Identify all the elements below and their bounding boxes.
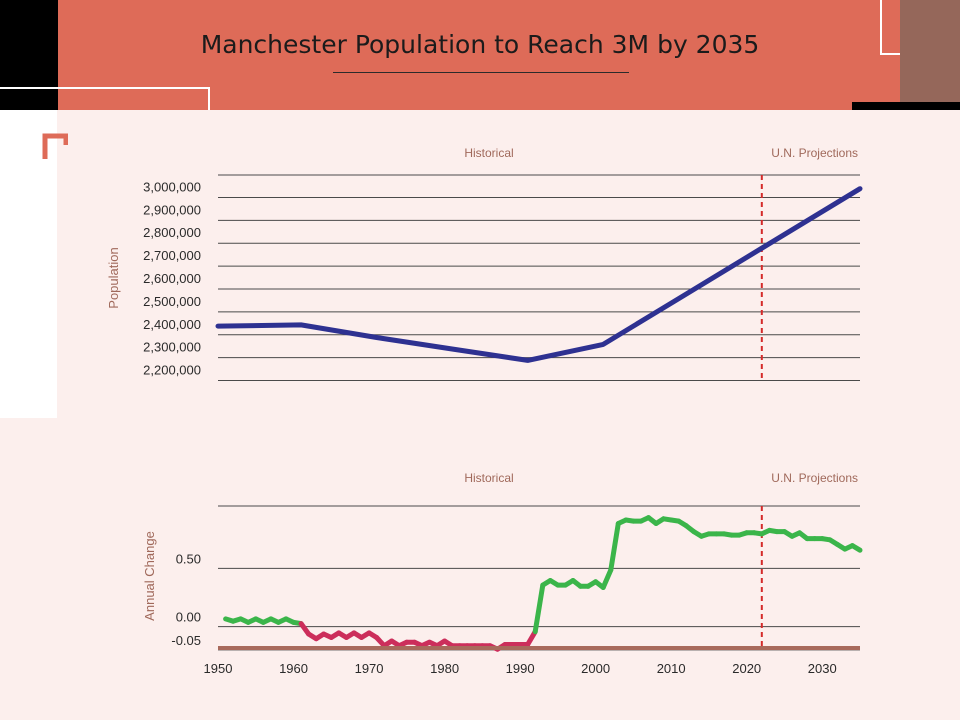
y-tick-label: 2,500,000 — [143, 294, 201, 309]
corner-bracket-icon — [42, 133, 68, 159]
y-tick-label: 2,900,000 — [143, 202, 201, 217]
growth-segment — [608, 521, 621, 573]
x-tick-label: 2010 — [657, 661, 686, 676]
annual-change-chart-panel — [57, 418, 960, 720]
x-tick-label: 1960 — [279, 661, 308, 676]
title-banner — [0, 0, 960, 110]
y-tick-label: -0.05 — [171, 633, 201, 648]
annual-change-y-ticks: 0.50 0.00 -0.05 — [171, 551, 201, 647]
growth-segment — [600, 567, 614, 590]
section-label-historical: Historical — [464, 146, 513, 160]
right-black-strip — [852, 102, 960, 110]
x-tick-label: 1980 — [430, 661, 459, 676]
y-tick-label: 2,800,000 — [143, 225, 201, 240]
section-label-projections: U.N. Projections — [771, 146, 858, 160]
x-tick-label: 2020 — [732, 661, 761, 676]
y-axis-label-population: Population — [106, 247, 121, 308]
frame-line — [880, 0, 882, 55]
frame-line — [208, 87, 210, 110]
annual-change-series — [223, 515, 863, 652]
y-tick-label: 0.00 — [176, 610, 201, 625]
population-chart-panel — [57, 110, 960, 418]
x-tick-label: 2030 — [808, 661, 837, 676]
y-tick-label: 2,400,000 — [143, 317, 201, 332]
population-y-ticks: 3,000,000 2,900,000 2,800,000 2,700,000 2,60… — [143, 179, 201, 377]
right-brown-block — [900, 0, 960, 102]
x-tick-label: 2000 — [581, 661, 610, 676]
y-tick-label: 3,000,000 — [143, 179, 201, 194]
frame-line — [880, 53, 900, 55]
y-tick-label: 2,600,000 — [143, 271, 201, 286]
x-tick-label: 1970 — [355, 661, 384, 676]
y-tick-label: 0.50 — [176, 551, 201, 566]
annual-change-x-ticks: 1950 1960 1970 1980 1990 2000 2010 2020 2030 — [204, 661, 837, 676]
page-title: Manchester Population to Reach 3M by 203… — [200, 30, 760, 59]
y-tick-label: 2,700,000 — [143, 248, 201, 263]
section-label-projections: U.N. Projections — [771, 471, 858, 485]
population-series — [215, 186, 863, 363]
x-tick-label: 1990 — [506, 661, 535, 676]
y-tick-label: 2,300,000 — [143, 340, 201, 355]
population-gridlines — [218, 174, 860, 382]
annual-change-gridlines — [218, 505, 860, 651]
title-underline — [333, 72, 629, 73]
left-black-block — [0, 0, 58, 110]
growth-segment — [849, 543, 863, 553]
x-tick-label: 1950 — [204, 661, 233, 676]
y-axis-label-annual-change: Annual Change — [142, 531, 157, 621]
section-label-historical: Historical — [464, 471, 513, 485]
frame-line — [0, 87, 210, 89]
left-panel-strip — [0, 418, 57, 720]
y-tick-label: 2,200,000 — [143, 363, 201, 378]
growth-segment — [532, 582, 546, 635]
population-line — [215, 186, 863, 363]
